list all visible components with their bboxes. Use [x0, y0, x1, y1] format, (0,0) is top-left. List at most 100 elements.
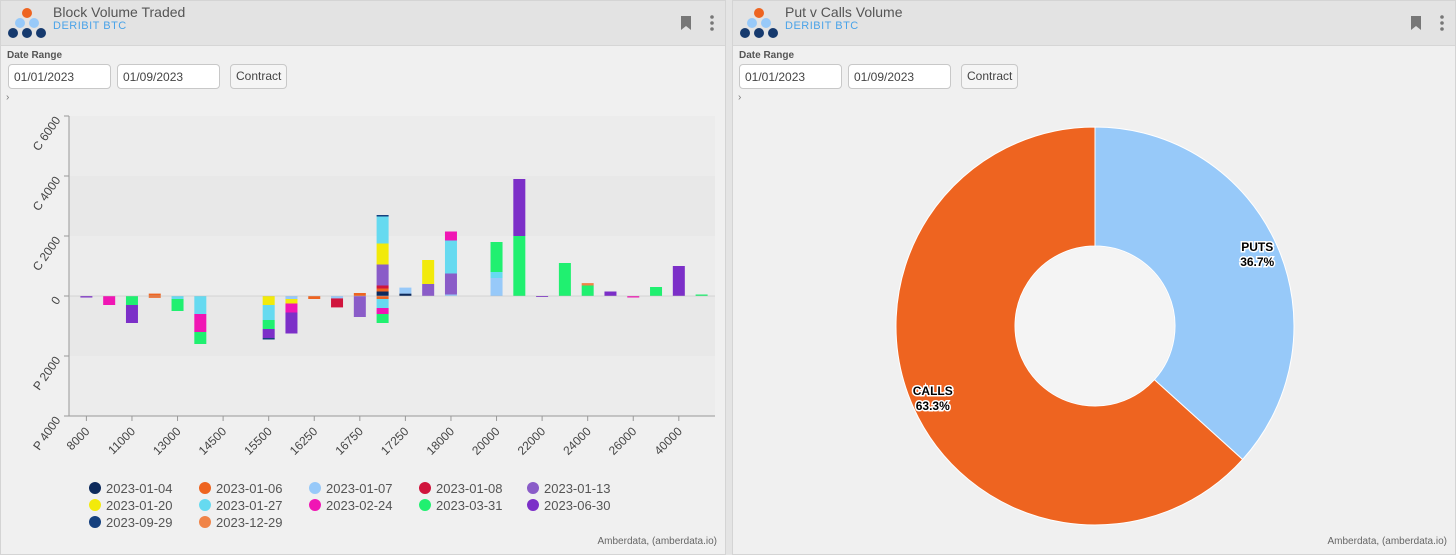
grid-band	[69, 296, 715, 356]
legend-item[interactable]: 2023-02-24	[309, 498, 393, 514]
legend-item[interactable]: 2023-01-27	[199, 498, 283, 514]
legend-item[interactable]: 2023-01-04	[89, 481, 173, 497]
widget-header: Block Volume Traded DERIBIT BTC	[1, 1, 725, 46]
bar-segment-put	[353, 296, 366, 317]
bar-segment-put	[536, 296, 549, 297]
bar-segment-call	[650, 287, 663, 296]
contract-button[interactable]: Contract	[961, 64, 1019, 89]
date-to-input[interactable]	[117, 64, 220, 89]
bar-segment-put	[285, 303, 298, 313]
bookmark-icon[interactable]	[677, 13, 695, 33]
bar-segment-put	[376, 308, 389, 314]
app-logo-icon	[740, 8, 778, 38]
expand-chevron-icon[interactable]: ›	[738, 92, 742, 103]
bar-segment-call	[399, 287, 412, 294]
legend-swatch	[419, 482, 431, 494]
grid-band	[69, 236, 715, 296]
legend-label: 2023-01-13	[544, 481, 611, 496]
expand-chevron-icon[interactable]: ›	[6, 92, 10, 103]
legend-label: 2023-01-04	[106, 481, 173, 496]
x-tick-label: 14500	[196, 424, 230, 458]
y-tick-label: P 2000	[30, 353, 63, 392]
slice-label: CALLS	[913, 384, 953, 398]
x-tick-label: 13000	[150, 424, 184, 458]
legend-item[interactable]: 2023-12-29	[199, 515, 283, 531]
bar-segment-call	[444, 294, 457, 296]
legend-swatch	[199, 482, 211, 494]
bar-segment-call	[376, 288, 389, 292]
date-from-input[interactable]	[8, 64, 111, 89]
app-logo-icon	[8, 8, 46, 38]
bar-segment-call	[376, 215, 389, 217]
bar-segment-put	[262, 296, 275, 305]
legend-swatch	[527, 499, 539, 511]
legend-label: 2023-01-08	[436, 481, 503, 496]
grid-band	[69, 116, 715, 176]
legend-item[interactable]: 2023-01-13	[527, 481, 611, 497]
x-tick-label: 15500	[241, 424, 275, 458]
legend-item[interactable]: 2023-01-08	[419, 481, 503, 497]
legend-item[interactable]: 2023-01-06	[199, 481, 283, 497]
bar-segment-call	[695, 294, 708, 296]
bar-segment-call	[490, 278, 503, 296]
slice-label: PUTS	[1241, 240, 1273, 254]
donut-slice-puts	[1094, 126, 1295, 461]
x-tick-label: 17250	[378, 424, 412, 458]
bar-segment-call	[422, 260, 435, 284]
x-tick-label: 40000	[651, 424, 685, 458]
bar-segment-put	[285, 299, 298, 304]
bar-segment-call	[376, 243, 389, 265]
legend-label: 2023-09-29	[106, 515, 173, 530]
bar-segment-put	[194, 332, 207, 344]
footer-credit: Amberdata, (amberdata.io)	[1327, 536, 1447, 547]
kebab-menu-icon[interactable]	[1433, 13, 1451, 33]
bar-segment-put	[331, 296, 344, 299]
bar-segment-put	[194, 296, 207, 314]
date-from-input[interactable]	[739, 64, 842, 89]
grid-band	[69, 356, 715, 416]
bar-segment-call	[490, 242, 503, 272]
bar-segment-call	[513, 179, 526, 236]
contract-button[interactable]: Contract	[230, 64, 288, 89]
legend-swatch	[199, 516, 211, 528]
x-tick-label: 11000	[105, 424, 138, 457]
bar-segment-call	[581, 283, 594, 286]
legend-item[interactable]: 2023-09-29	[89, 515, 173, 531]
legend-swatch	[527, 482, 539, 494]
widget-subtitle: DERIBIT BTC	[53, 20, 127, 32]
legend-swatch	[89, 499, 101, 511]
bar-segment-put	[376, 314, 389, 323]
date-to-input[interactable]	[848, 64, 951, 89]
legend-swatch	[309, 499, 321, 511]
bar-segment-call	[148, 293, 161, 296]
bar-segment-call	[581, 285, 594, 296]
y-tick-label: P 4000	[30, 413, 63, 452]
bar-segment-call	[604, 291, 617, 296]
date-range-label: Date Range	[7, 50, 63, 61]
x-tick-label: 22000	[515, 424, 549, 458]
x-tick-label: 18000	[424, 424, 458, 458]
grid-band	[69, 176, 715, 236]
legend-swatch	[309, 482, 321, 494]
legend-item[interactable]: 2023-03-31	[419, 498, 503, 514]
x-tick-label: 8000	[64, 424, 93, 453]
bar-segment-put	[376, 299, 389, 308]
widget-subtitle: DERIBIT BTC	[785, 20, 859, 32]
widget-title: Put v Calls Volume	[785, 4, 903, 20]
x-tick-label: 20000	[469, 424, 503, 458]
widget-title: Block Volume Traded	[53, 4, 186, 20]
bookmark-icon[interactable]	[1407, 13, 1425, 33]
legend-item[interactable]: 2023-06-30	[527, 498, 611, 514]
legend-label: 2023-02-24	[326, 498, 393, 513]
legend-item[interactable]: 2023-01-20	[89, 498, 173, 514]
bar-segment-put	[80, 296, 93, 298]
slice-percent: 36.7%	[1240, 255, 1274, 269]
bar-segment-call	[672, 266, 685, 296]
slice-percent: 63.3%	[916, 399, 950, 413]
kebab-menu-icon[interactable]	[703, 13, 721, 33]
legend-swatch	[199, 499, 211, 511]
legend-item[interactable]: 2023-01-07	[309, 481, 393, 497]
date-range-label: Date Range	[739, 50, 795, 61]
bar-segment-put	[171, 296, 184, 299]
